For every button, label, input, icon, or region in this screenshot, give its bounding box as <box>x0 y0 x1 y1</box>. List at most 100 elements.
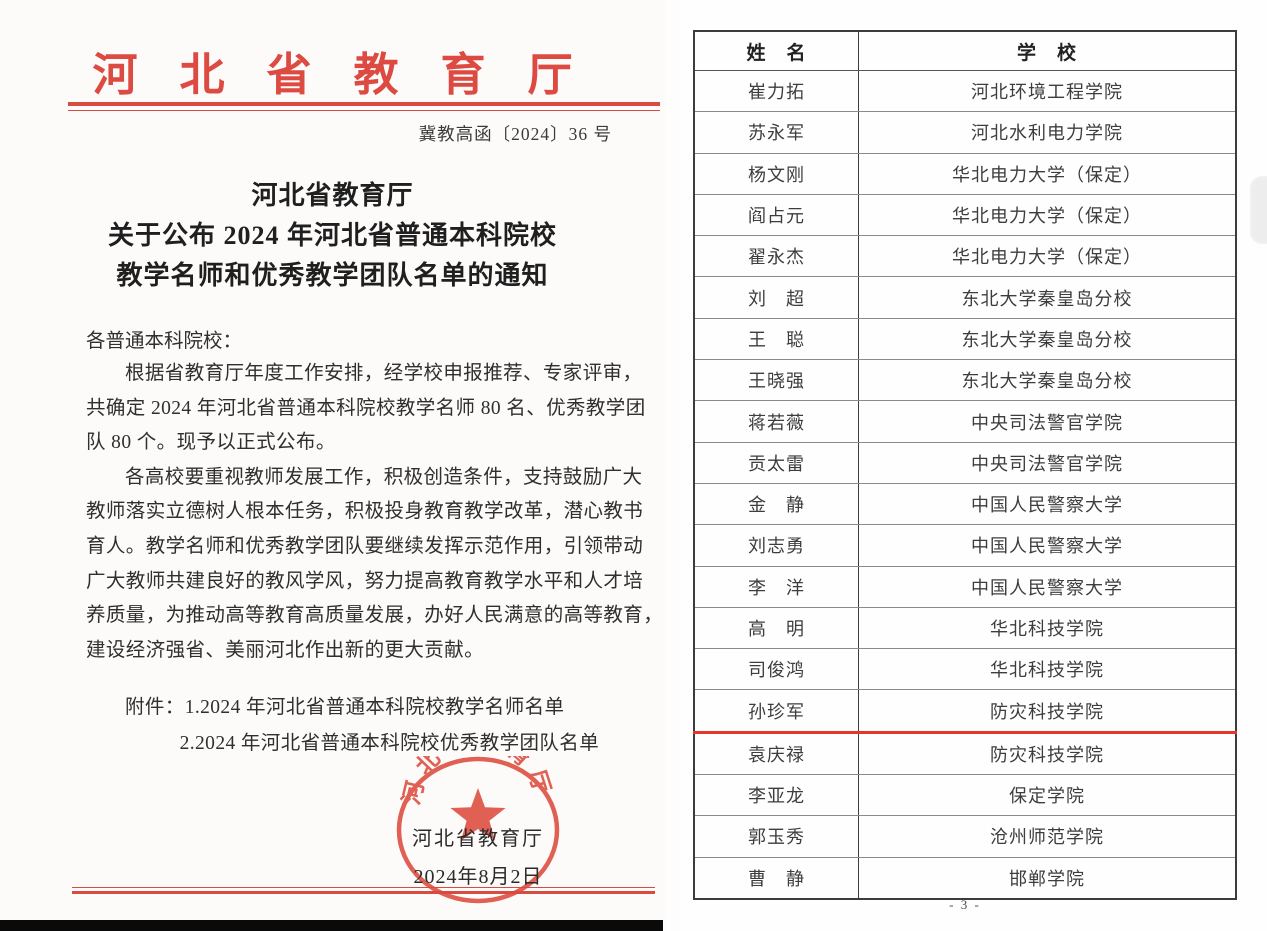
page-number: - 3 - <box>949 897 981 912</box>
table-row: 王 聪东北大学秦皇岛分校 <box>693 317 1237 361</box>
school-cell: 防灾科技学院 <box>858 689 1237 734</box>
school-cell: 保定学院 <box>858 774 1237 817</box>
table-row: 金 静中国人民警察大学 <box>693 482 1237 526</box>
school-cell: 中国人民警察大学 <box>858 524 1237 567</box>
table-row: 杨文刚 华北电力大学（保定） <box>693 152 1237 195</box>
school-cell: 沧州师范学院 <box>858 815 1237 858</box>
notice-body-line: 养质量，为推动高等教育高质量发展，办好人民满意的高等教育， <box>86 605 664 627</box>
name-cell: 袁庆禄 <box>693 731 859 776</box>
sign-date: 2024年8月2日 <box>413 866 543 888</box>
salutation: 各普通本科院校： <box>86 331 243 352</box>
name-cell: 杨文刚 <box>693 152 859 195</box>
notice-body-line: 共确定 2024 年河北省普通本科院校教学名师 80 名、优秀教学团 <box>86 397 646 419</box>
name-cell: 王 聪 <box>693 317 859 361</box>
school-cell: 东北大学秦皇岛分校 <box>858 317 1237 361</box>
notice-body-line: 各高校要重视教师发展工作，积极创造条件，支持鼓励广大 <box>125 466 643 488</box>
table-row: 郭玉秀 沧州师范学院 <box>693 815 1237 858</box>
letterbox-bar <box>0 920 663 931</box>
seal-ring <box>396 756 560 904</box>
table-row: 高 明华北科技学院 <box>693 606 1237 650</box>
roster-table: 姓 名 学 校 崔力拓 河北环境工程学院 苏永军 河北水利电力学院 杨文刚 华北电力大学（… <box>693 30 1237 900</box>
name-cell: 曹 静 <box>693 856 859 900</box>
table-row: 贡太雷 中央司法警官学院 <box>693 441 1237 484</box>
table-row: 崔力拓 河北环境工程学院 <box>693 69 1237 113</box>
school-cell: 华北电力大学（保定） <box>858 152 1237 195</box>
roster-page: 姓 名 学 校 崔力拓 河北环境工程学院 苏永军 河北水利电力学院 杨文刚 华北电力大学（… <box>680 0 1267 931</box>
school-cell: 中国人民警察大学 <box>858 482 1237 526</box>
notice-body-line: 根据省教育厅年度工作安排，经学校申报推荐、专家评审， <box>125 363 643 384</box>
notice-body: 根据省教育厅年度工作安排，经学校申报推荐、专家评审， 共确定 2024 年河北省普… <box>86 357 664 668</box>
name-cell: 蒋若薇 <box>693 400 859 443</box>
notice-body-line: 队 80 个。现予以正式公布。 <box>86 432 336 454</box>
school-cell: 华北电力大学（保定） <box>858 193 1237 237</box>
notice-title-line: 河北省教育厅 <box>251 181 414 210</box>
name-cell: 崔力拓 <box>693 69 859 113</box>
notice-body-line: 育人。教学名师和优秀教学团队要继续发挥示范作用，引领带动 <box>86 535 644 557</box>
attachments: 附件：1.2024 年河北省普通本科院校教学名师名单 2.2024 年河北省普通本… <box>86 690 651 761</box>
notice-page: 河北省教育厅 冀教高函〔2024〕36 号 河北省教育厅关于公布 2024 年河… <box>0 50 665 931</box>
table-row: 李亚龙 保定学院 <box>693 774 1237 817</box>
name-cell: 郭玉秀 <box>693 815 859 858</box>
school-cell: 中国人民警察大学 <box>858 565 1237 608</box>
table-row: 刘 超东北大学秦皇岛分校 <box>693 276 1237 319</box>
school-cell: 防灾科技学院 <box>858 731 1237 776</box>
header-rule-thick <box>68 102 660 106</box>
name-cell: 孙珍军 <box>693 689 859 734</box>
header-rule-thin <box>68 110 660 112</box>
school-cell: 河北水利电力学院 <box>858 111 1237 154</box>
name-cell: 高 明 <box>693 606 859 650</box>
scrollbar-thumb[interactable] <box>1250 176 1267 244</box>
table-row: 苏永军 河北水利电力学院 <box>693 111 1237 154</box>
table-row: 翟永杰 华北电力大学（保定） <box>693 235 1237 278</box>
roster-header-name: 姓 名 <box>693 30 859 71</box>
agency-header: 河北省教育厅 <box>92 50 615 100</box>
name-cell: 刘志勇 <box>693 524 859 567</box>
school-cell: 中央司法警官学院 <box>858 400 1237 443</box>
table-row: 刘志勇 中国人民警察大学 <box>693 524 1237 567</box>
name-cell: 阎占元 <box>693 193 859 237</box>
star-icon <box>450 788 506 841</box>
table-row: 司俊鸿 华北科技学院 <box>693 648 1237 691</box>
notice-title-line: 教学名师和优秀教学团队名单的通知 <box>116 261 549 290</box>
name-cell: 苏永军 <box>693 111 859 154</box>
notice-title-line: 关于公布 2024 年河北省普通本科院校 <box>107 221 557 250</box>
table-header-row: 姓 名 学 校 <box>693 30 1237 71</box>
school-cell: 东北大学秦皇岛分校 <box>858 276 1237 319</box>
name-cell: 王晓强 <box>693 359 859 402</box>
notice-body-line: 教师落实立德树人根本任务，积极投身教育教学改革，潜心教书 <box>86 501 644 523</box>
school-cell: 邯郸学院 <box>858 856 1237 900</box>
name-cell: 李亚龙 <box>693 774 859 817</box>
school-cell: 河北环境工程学院 <box>858 69 1237 113</box>
signer-name: 河北省教育厅 <box>412 828 544 850</box>
table-row: 李 洋中国人民警察大学 <box>693 565 1237 608</box>
official-seal: 河北省教育厅 <box>396 756 560 904</box>
name-cell: 李 洋 <box>693 565 859 608</box>
school-cell: 华北电力大学（保定） <box>858 235 1237 278</box>
name-cell: 金 静 <box>693 482 859 526</box>
footer-rule-thin <box>72 887 655 889</box>
table-row: 蒋若薇 中央司法警官学院 <box>693 400 1237 443</box>
school-cell: 华北科技学院 <box>858 648 1237 691</box>
table-row: 阎占元 华北电力大学（保定） <box>693 193 1237 237</box>
table-row: 王晓强 东北大学秦皇岛分校 <box>693 359 1237 402</box>
table-row: 孙珍军 防灾科技学院 <box>693 689 1237 734</box>
roster-header-school: 学 校 <box>858 30 1237 71</box>
attachments-line: 附件：1.2024 年河北省普通本科院校教学名师名单 <box>125 697 565 718</box>
school-cell: 华北科技学院 <box>858 606 1237 650</box>
school-cell: 中央司法警官学院 <box>858 441 1237 484</box>
attachments-line: 2.2024 年河北省普通本科院校优秀教学团队名单 <box>179 732 600 754</box>
school-cell: 东北大学秦皇岛分校 <box>858 359 1237 402</box>
notice-body-line: 建设经济强省、美丽河北作出新的更大贡献。 <box>86 639 485 661</box>
doc-number: 冀教高函〔2024〕36 号 <box>418 124 612 144</box>
table-row: 袁庆禄 防灾科技学院 <box>693 731 1237 776</box>
name-cell: 翟永杰 <box>693 235 859 278</box>
footer-rule-thick <box>72 891 655 895</box>
notice-title: 河北省教育厅关于公布 2024 年河北省普通本科院校 教学名师和优秀教学团队名单的… <box>0 176 665 296</box>
table-row: 曹 静邯郸学院 <box>693 856 1237 900</box>
name-cell: 司俊鸿 <box>693 648 859 691</box>
roster-table-body: 崔力拓 河北环境工程学院 苏永军 河北水利电力学院 杨文刚 华北电力大学（保定） 阎占元 华北… <box>693 69 1237 900</box>
notice-body-line: 广大教师共建良好的教风学风，努力提高教育教学水平和人才培 <box>86 570 644 592</box>
name-cell: 刘 超 <box>693 276 859 319</box>
name-cell: 贡太雷 <box>693 441 859 484</box>
